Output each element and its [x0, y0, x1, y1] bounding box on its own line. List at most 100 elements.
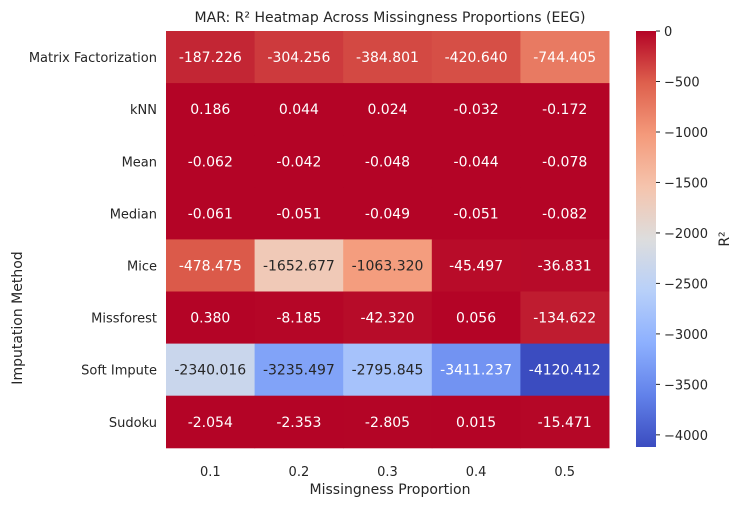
heatmap-cell-label: -2.805: [365, 415, 410, 431]
heatmap-cell: [520, 395, 610, 449]
y-tick-label: Soft Impute: [81, 364, 157, 379]
y-tick-label: Matrix Factorization: [29, 51, 157, 66]
heatmap-cell-label: -0.062: [188, 154, 233, 170]
heatmap-cell-label: -36.831: [538, 258, 592, 274]
heatmap-cell: [520, 343, 610, 397]
heatmap-cell: [343, 31, 433, 84]
heatmap-cell: [431, 239, 521, 292]
y-tick-label: Median: [110, 207, 157, 222]
heatmap-cell-label: 0.186: [190, 102, 230, 118]
heatmap-cell-label: -0.082: [542, 206, 587, 222]
x-tick-label: 0.4: [466, 465, 487, 480]
heatmap-cell-label: -0.048: [365, 154, 410, 170]
heatmap-cell: [343, 239, 433, 292]
heatmap-cell-label: 0.044: [279, 102, 319, 118]
heatmap-cell-label: -3411.237: [440, 363, 512, 379]
heatmap-cell-label: -15.471: [538, 415, 592, 431]
colorbar-label: R²: [717, 231, 733, 246]
x-tick-label: 0.1: [200, 465, 221, 480]
chart-title: MAR: R² Heatmap Across Missingness Propo…: [195, 10, 586, 26]
colorbar: [636, 31, 656, 447]
heatmap-cell: [254, 395, 344, 449]
heatmap-cell-label: -0.078: [542, 154, 587, 170]
heatmap-cell: [431, 187, 521, 240]
colorbar-tick-label: −1500: [664, 176, 708, 191]
heatmap-cell-labels: -187.226 -304.256 -384.801 -420.640 -744.405…: [174, 50, 600, 431]
heatmap-cell: [431, 31, 521, 84]
colorbar-tick-label: −4000: [664, 429, 708, 444]
heatmap-cell: [431, 291, 521, 345]
heatmap-cell-label: -0.051: [454, 206, 499, 222]
heatmap-cell-label: -2.054: [188, 415, 233, 431]
heatmap-cell-label: -744.405: [533, 50, 596, 66]
heatmap-cell-label: -304.256: [267, 50, 330, 66]
heatmap-cell: [254, 31, 344, 84]
heatmap-cell-label: -3235.497: [263, 363, 335, 379]
colorbar-tick-label: −2000: [664, 227, 708, 242]
y-axis-label: Imputation Method: [10, 251, 26, 384]
heatmap-cell: [254, 83, 344, 136]
heatmap-cell-label: -0.042: [276, 154, 321, 170]
colorbar-tick-label: 0: [664, 25, 672, 40]
heatmap-cell: [520, 83, 610, 136]
heatmap-cell: [431, 83, 521, 136]
x-tick-label: 0.2: [289, 465, 310, 480]
heatmap-cell: [166, 135, 256, 188]
colorbar-tick-label: −3000: [664, 328, 708, 343]
heatmap-cell: [254, 343, 344, 397]
x-axis-label: Missingness Proportion: [310, 482, 471, 498]
heatmap-cell-label: -0.051: [276, 206, 321, 222]
heatmap-cell-label: -0.032: [454, 102, 499, 118]
heatmap-cell: [254, 187, 344, 240]
colorbar-tick-label: −1000: [664, 126, 708, 141]
heatmap-cell-label: -134.622: [533, 311, 596, 327]
heatmap-cell: [520, 135, 610, 188]
heatmap-cell: [166, 83, 256, 136]
heatmap-cell: [166, 291, 256, 345]
heatmap-cell-label: -1063.320: [352, 258, 424, 274]
colorbar-tick-label: −500: [664, 76, 700, 91]
y-tick-label: Sudoku: [109, 416, 157, 431]
heatmap-cell: [343, 83, 433, 136]
heatmap-cell: [343, 343, 433, 397]
heatmap-cell: [343, 135, 433, 188]
heatmap-cell-label: -0.061: [188, 206, 233, 222]
heatmap-cell-label: -8.185: [276, 311, 321, 327]
heatmap-cell: [343, 291, 433, 345]
y-tick-label: Mice: [127, 259, 157, 274]
heatmap-cell: [166, 239, 256, 292]
heatmap-cell: [431, 343, 521, 397]
heatmap-cells: [166, 31, 610, 449]
heatmap-cell-label: -0.172: [542, 102, 587, 118]
colorbar-tick-label: −3500: [664, 378, 708, 393]
heatmap-cell: [166, 31, 256, 84]
heatmap-cell-label: -2340.016: [174, 363, 246, 379]
heatmap-cell-label: 0.024: [367, 102, 407, 118]
heatmap-cell-label: -478.475: [179, 258, 242, 274]
y-tick-label: Mean: [122, 155, 157, 170]
heatmap-cell: [520, 291, 610, 345]
heatmap-cell: [520, 31, 610, 84]
heatmap-cell-label: -1652.677: [263, 258, 335, 274]
heatmap-cell: [254, 239, 344, 292]
heatmap-cell: [431, 135, 521, 188]
heatmap-cell-label: -42.320: [360, 311, 414, 327]
colorbar-ticks: 0 −500 −1000 −1500 −2000 −2500 −3000 −3500 −4000: [656, 25, 708, 444]
heatmap-cell-label: -187.226: [179, 50, 242, 66]
heatmap-cell-label: 0.015: [456, 415, 496, 431]
heatmap-cell-label: -420.640: [445, 50, 508, 66]
heatmap-cell: [166, 187, 256, 240]
heatmap-cell: [166, 343, 256, 397]
heatmap-cell-label: -384.801: [356, 50, 419, 66]
heatmap-cell: [166, 395, 256, 449]
heatmap-cell: [254, 291, 344, 345]
heatmap-cell-label: 0.056: [456, 311, 496, 327]
heatmap-cell-label: -0.044: [454, 154, 499, 170]
colorbar-tick-label: −2500: [664, 277, 708, 292]
heatmap-cell-label: -4120.412: [529, 363, 601, 379]
heatmap-cell-label: 0.380: [190, 311, 230, 327]
x-tick-label: 0.5: [554, 465, 575, 480]
y-tick-labels: Matrix Factorization kNN Mean Median Mice Mis…: [29, 51, 157, 431]
y-tick-label: Missforest: [91, 312, 157, 327]
